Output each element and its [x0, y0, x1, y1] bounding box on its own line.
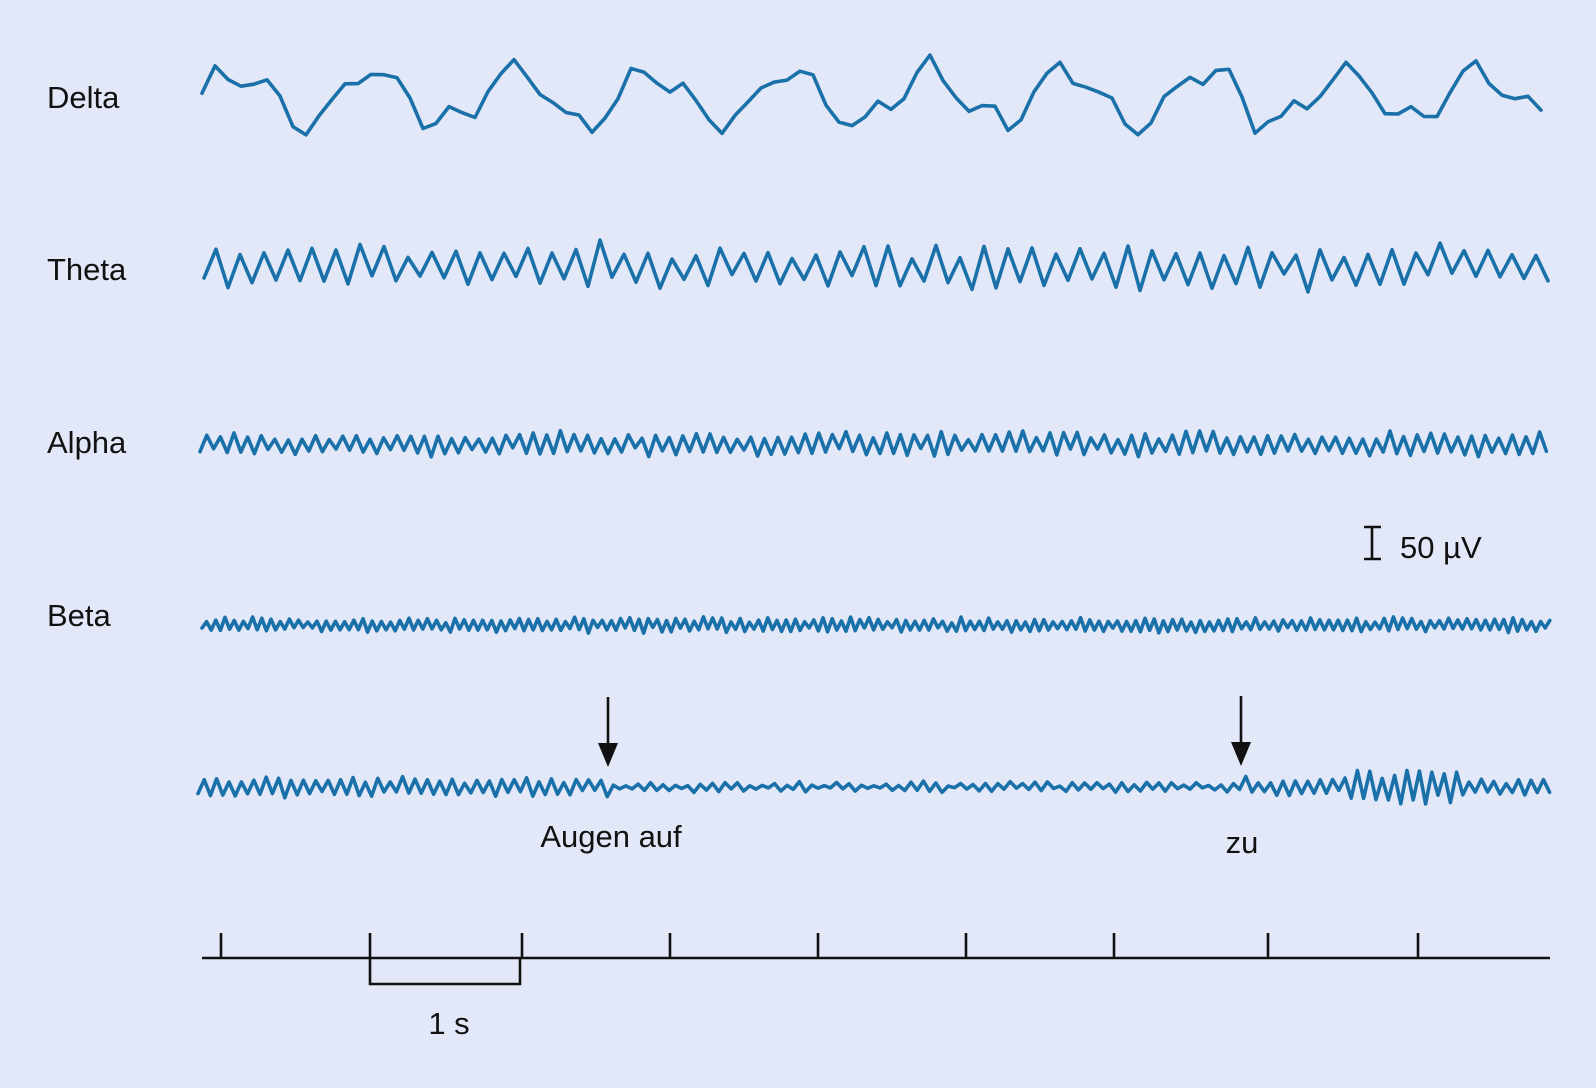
trace-delta: [200, 53, 1543, 137]
trace-raw-eeg: [196, 768, 1552, 806]
time-scale-label: 1 s: [428, 1006, 469, 1041]
band-label-theta: Theta: [47, 252, 127, 287]
arrow-eyes-open-icon: [598, 697, 618, 767]
time-axis: [202, 933, 1550, 960]
trace-alpha: [198, 428, 1549, 459]
trace-beta: [200, 615, 1552, 635]
band-label-beta: Beta: [47, 598, 112, 633]
trace-theta: [202, 238, 1550, 294]
scale-bar-label: 50 µV: [1400, 530, 1482, 565]
time-scale-bracket: [368, 958, 522, 986]
amplitude-scale-bar: [1364, 525, 1381, 561]
event-label-eyes-open: Augen auf: [540, 819, 682, 854]
band-label-alpha: Alpha: [47, 425, 127, 460]
band-label-delta: Delta: [47, 80, 120, 115]
arrow-eyes-closed-icon: [1231, 696, 1251, 766]
event-label-eyes-closed: zu: [1226, 825, 1259, 860]
